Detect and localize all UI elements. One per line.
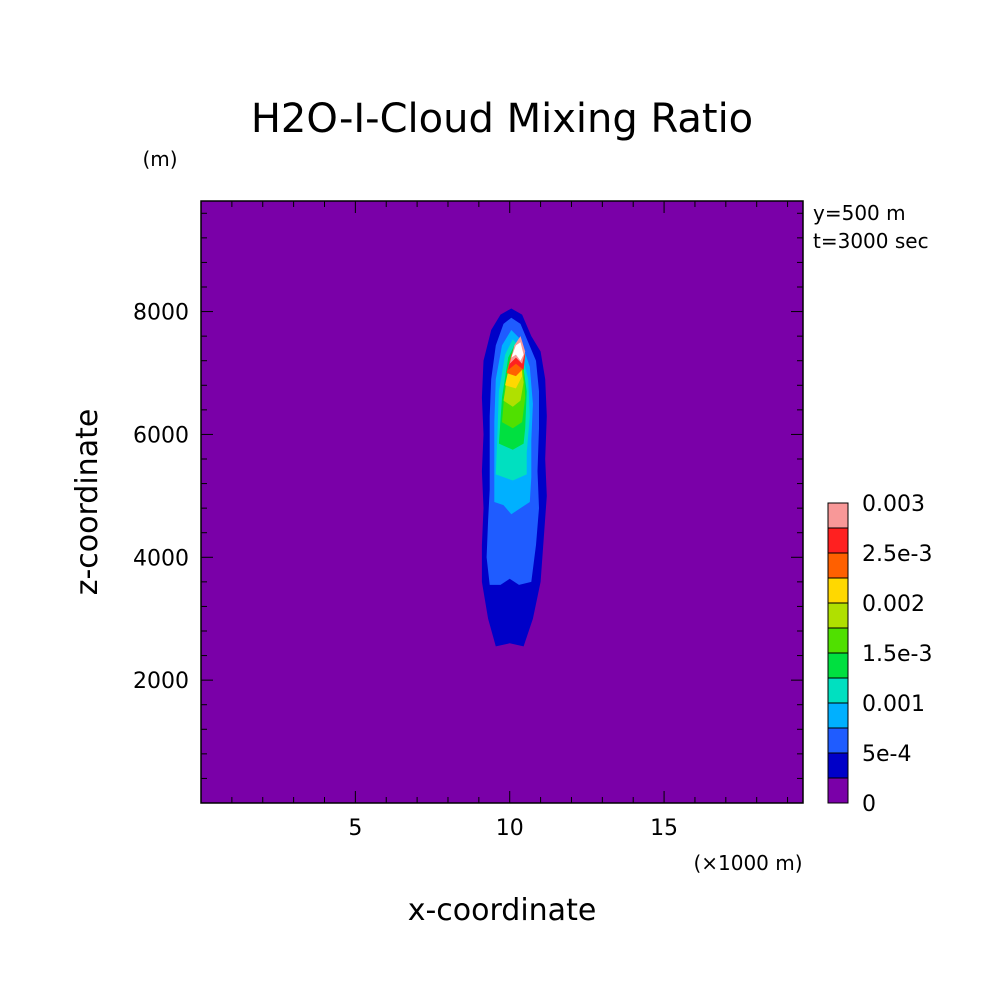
colorbar-box — [827, 752, 849, 779]
colorbar-label: 0 — [862, 792, 876, 817]
colorbar-box — [827, 502, 849, 529]
colorbar-label: 0.003 — [862, 492, 925, 517]
axes: 5 10 15 2000 4000 6000 8000 — [133, 200, 804, 841]
annotation-y: y=500 m — [813, 201, 906, 225]
plot-area — [201, 201, 803, 803]
colorbar-box — [827, 727, 849, 754]
colorbar-box — [827, 627, 849, 654]
y-unit-label: (m) — [142, 147, 177, 171]
colorbar: 0 5e-4 0.001 1.5e-3 0.002 2.5e-3 0.003 — [827, 492, 932, 817]
y-tick-label: 2000 — [133, 669, 189, 694]
colorbar-box — [827, 577, 849, 604]
x-tick-label: 10 — [496, 816, 524, 841]
chart-title: H2O-I-Cloud Mixing Ratio — [251, 96, 753, 142]
colorbar-box — [827, 777, 849, 804]
x-tick-label: 15 — [650, 816, 678, 841]
colorbar-box — [827, 552, 849, 579]
colorbar-label: 1.5e-3 — [862, 642, 932, 667]
colorbar-box — [827, 677, 849, 704]
annotation-t: t=3000 sec — [813, 229, 929, 253]
colorbar-label: 5e-4 — [862, 742, 911, 767]
y-tick-label: 6000 — [133, 423, 189, 448]
x-tick-label: 5 — [348, 816, 362, 841]
plot-frame — [200, 200, 804, 804]
colorbar-box — [827, 602, 849, 629]
colorbar-box — [827, 702, 849, 729]
colorbar-label: 2.5e-3 — [862, 542, 932, 567]
x-axis-label: x-coordinate — [408, 893, 597, 928]
x-unit-label: (×1000 m) — [693, 851, 802, 875]
colorbar-box — [827, 652, 849, 679]
colorbar-label: 0.001 — [862, 692, 925, 717]
y-tick-label: 8000 — [133, 301, 189, 326]
y-tick-label: 4000 — [133, 546, 189, 571]
y-axis-label: z-coordinate — [70, 409, 105, 596]
contour-level-0.003 — [511, 342, 524, 361]
colorbar-label: 0.002 — [862, 592, 925, 617]
colorbar-box — [827, 527, 849, 554]
